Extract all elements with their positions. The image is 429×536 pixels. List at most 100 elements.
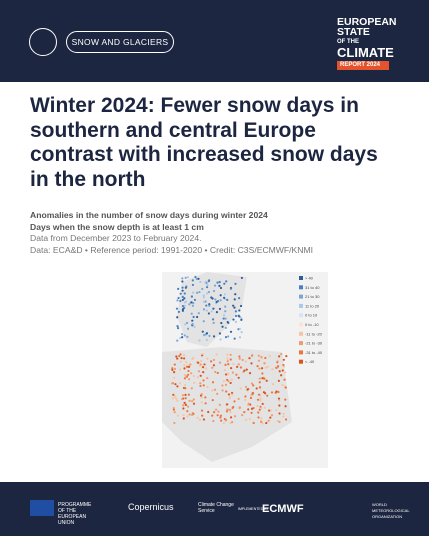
legend-label: -11 to -20 xyxy=(305,331,323,336)
dot xyxy=(259,399,262,402)
eu-text: PROGRAMME OF THE EUROPEAN UNION xyxy=(58,502,92,526)
dot xyxy=(184,393,187,397)
dot xyxy=(202,294,205,297)
dot xyxy=(225,390,228,393)
dot xyxy=(238,357,241,360)
dot xyxy=(283,385,286,388)
dot xyxy=(244,398,247,401)
dot xyxy=(251,393,254,396)
dot xyxy=(232,318,235,321)
dot xyxy=(186,335,189,338)
dot xyxy=(199,384,202,388)
dot xyxy=(216,299,220,303)
dot xyxy=(238,355,241,358)
dot xyxy=(191,322,194,326)
dot xyxy=(224,335,228,339)
logo: EUROPEAN STATE OF THE CLIMATE REPORT 202… xyxy=(337,17,397,70)
dot xyxy=(199,363,202,366)
dot xyxy=(183,357,186,360)
legend-label: > 40 xyxy=(305,276,314,281)
dot xyxy=(212,321,215,324)
dot xyxy=(241,413,244,417)
dot xyxy=(193,381,196,384)
dot xyxy=(258,377,261,380)
dot xyxy=(184,387,187,390)
dot xyxy=(252,421,255,425)
dot xyxy=(215,311,219,314)
dot xyxy=(179,353,182,356)
dot xyxy=(282,363,285,367)
legend-label: -21 to -30 xyxy=(305,341,323,346)
dot xyxy=(185,321,189,325)
dot xyxy=(259,394,262,397)
dot xyxy=(182,414,185,417)
dot xyxy=(173,421,176,425)
legend-label: 31 to 40 xyxy=(305,285,320,290)
dot xyxy=(221,325,224,328)
dot xyxy=(241,358,244,362)
dot xyxy=(278,399,281,402)
dot xyxy=(206,376,209,380)
dot xyxy=(181,309,184,312)
dot xyxy=(200,359,203,363)
dot xyxy=(227,373,230,376)
dot xyxy=(270,391,274,394)
legend-swatch xyxy=(299,359,303,364)
dot xyxy=(248,372,252,375)
dot xyxy=(231,420,234,424)
dot xyxy=(237,363,240,366)
dot xyxy=(205,286,209,289)
dot xyxy=(230,391,234,395)
dot xyxy=(173,376,176,379)
dot xyxy=(227,380,230,383)
dot xyxy=(186,327,190,330)
dot xyxy=(226,403,229,406)
dot xyxy=(237,376,240,379)
dot xyxy=(275,390,278,393)
dot xyxy=(183,377,186,380)
dot xyxy=(213,411,216,414)
dot xyxy=(209,360,213,363)
badge: SNOW AND GLACIERS xyxy=(66,31,174,53)
dot xyxy=(201,330,204,333)
dot xyxy=(249,396,253,400)
dot xyxy=(176,327,180,330)
dot xyxy=(189,363,192,366)
dot xyxy=(229,416,233,419)
dot xyxy=(183,367,186,370)
dot xyxy=(275,408,278,412)
dot xyxy=(186,410,189,413)
dot xyxy=(234,282,237,285)
dot xyxy=(285,355,288,358)
dot xyxy=(271,368,274,371)
dot xyxy=(179,368,182,371)
dot xyxy=(205,304,208,307)
dot xyxy=(282,412,285,415)
dot xyxy=(237,314,240,317)
description: Anomalies in the number of snow days dur… xyxy=(30,210,313,256)
dot xyxy=(281,369,284,372)
legend: > 40 31 to 40 21 to 30 11 to 20 0 to 10 0 to … xyxy=(299,276,323,364)
dot xyxy=(206,385,209,389)
dot xyxy=(227,393,231,396)
dot xyxy=(190,387,193,390)
dot xyxy=(187,393,190,396)
dot xyxy=(192,291,195,294)
dot xyxy=(211,414,214,417)
dot xyxy=(181,298,184,302)
dot xyxy=(201,353,205,356)
dot xyxy=(228,396,231,399)
dot xyxy=(191,319,194,322)
dot xyxy=(192,398,195,401)
dot xyxy=(207,312,210,315)
desc-line: Days when the snow depth is at least 1 c… xyxy=(30,221,204,232)
dot xyxy=(229,358,232,361)
dot xyxy=(182,417,185,420)
dot xyxy=(263,406,266,409)
dot xyxy=(281,383,284,387)
dot xyxy=(237,397,240,401)
dot xyxy=(280,374,283,377)
dot xyxy=(192,402,196,405)
dot xyxy=(204,367,208,370)
dot xyxy=(278,355,281,358)
